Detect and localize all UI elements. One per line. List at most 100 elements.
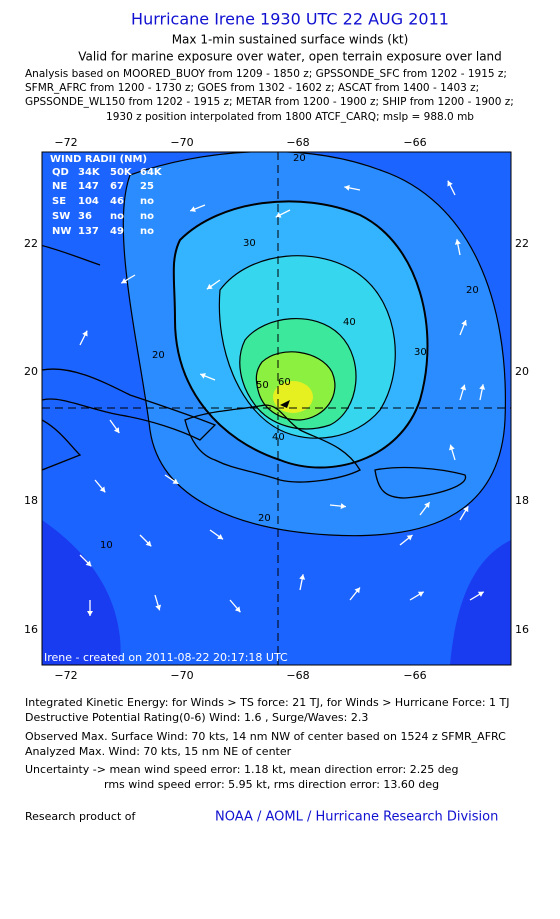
radii-cell: SE [52,196,66,207]
title: Hurricane Irene 1930 UTC 22 AUG 2011 [131,10,449,29]
radii-header: QD [52,167,69,178]
radii-cell: 104 [78,196,99,207]
wind-arrow-head [113,427,120,434]
lat-tick-label: 22 [515,237,529,250]
radii-cell: 137 [78,226,99,237]
lat-tick-label: 22 [24,237,38,250]
wind-radii-table: WIND RADII (NM) QD 34K 50K 64K NE 147 67 25 SE 10… [50,154,163,237]
radii-cell: NE [52,181,67,192]
radii-cell: NW [52,226,71,237]
axis-labels: −72 −70 −68 −66 −72 −70 −68 −66 22 20 18… [24,136,529,682]
radii-cell: no [140,211,154,222]
credit: Irene - created on 2011-08-22 20:17:18 U… [44,651,288,664]
wind-vectors [79,180,486,616]
wind-arrow-head [85,560,92,567]
wind-arrow-head [479,384,486,390]
radii-cell: 25 [140,181,154,192]
radii-cell: 46 [110,196,124,207]
wind-arrow-head [454,239,461,245]
lat-tick-label: 20 [24,365,38,378]
wind-arrow-head [155,604,162,611]
wind-arrow-head [344,184,350,191]
footer-line: Analyzed Max. Wind: 70 kts, 15 nm NE of … [25,745,292,758]
contour-lines [122,152,507,537]
radii-header: 50K [110,167,133,178]
contour-label: 60 [278,377,291,388]
lat-tick-label: 16 [515,623,529,636]
wind-arrow-head [448,444,455,451]
footer-line: Uncertainty -> mean wind speed error: 1.… [25,763,458,776]
wind-arrow-head [217,533,224,540]
lat-tick-label: 18 [515,494,529,507]
lon-tick-label: −66 [403,669,426,682]
contour-label: 10 [100,540,113,551]
wind-arrow-head [172,478,179,484]
wind-arrow-head [145,540,152,547]
radii-header: 34K [78,167,101,178]
lat-tick-label: 16 [24,623,38,636]
radii-cell: 147 [78,181,99,192]
wind-arrow-head [460,384,467,391]
radii-title: WIND RADII (NM) [50,154,147,165]
contour-label: 30 [414,347,427,358]
footer: Integrated Kinetic Energy: for Winds > T… [25,696,510,825]
contour-label-group: 20 30 40 50 60 30 20 20 20 10 40 [100,153,479,551]
wind-arrow-head [477,591,484,597]
contour-label: 40 [343,317,356,328]
org-link[interactable]: NOAA / AOML / Hurricane Research Divisio… [215,810,498,825]
wind-arrow-head [461,320,467,326]
lon-tick-label: −68 [286,136,309,149]
radii-cell: SW [52,211,70,222]
footer-line: Integrated Kinetic Energy: for Winds > T… [25,696,510,709]
lon-tick-label: −68 [286,669,309,682]
wind-arrow-head [121,278,128,284]
footer-line: rms wind speed error: 5.95 kt, rms direc… [104,778,439,791]
wind-arrow-head [463,506,469,513]
analysis-line: SFMR_AFRC from 1200 - 1730 z; GOES from … [25,82,479,94]
research: Research product of [25,810,136,823]
wind-arrow-head [99,486,106,493]
lon-tick-label: −72 [54,669,77,682]
contour-label: 20 [258,513,271,524]
contour-label: 20 [466,285,479,296]
subtitle: Max 1-min sustained surface winds (kt) [172,33,409,47]
radii-cell: no [110,211,124,222]
lat-tick-label: 20 [515,365,529,378]
wind-arrow-head [417,591,424,597]
lon-tick-label: −72 [54,136,77,149]
wind-arrow-head [190,206,196,212]
wind-arrow-head [424,502,430,508]
map-frame [41,151,512,666]
wind-arrow-head [299,574,306,580]
lon-tick-label: −70 [170,669,193,682]
contour-label: 30 [243,238,256,249]
radii-header: 64K [140,167,163,178]
wind-field [42,152,511,665]
analysis-line: GPSSONDE_WL150 from 1202 - 1915 z; METAR… [25,96,514,108]
contour-label: 20 [152,350,165,361]
radii-cell: no [140,226,154,237]
radii-cell: 49 [110,226,124,237]
footer-line: Observed Max. Surface Wind: 70 kts, 14 n… [25,730,506,743]
wind-arrow-head [354,587,360,594]
radii-cell: 36 [78,211,92,222]
wind-arrow-head [275,212,282,218]
validity: Valid for marine exposure over water, op… [78,50,502,64]
storm-center [280,400,290,408]
analysis-line: 1930 z position interpolated from 1800 A… [106,111,474,123]
lon-tick-label: −66 [403,136,426,149]
radii-cell: no [140,196,154,207]
analysis-line: Analysis based on MOORED_BUOY from 1209 … [25,68,507,80]
wind-arrow-head [87,611,93,616]
radii-cell: 67 [110,181,124,192]
footer-line: Destructive Potential Rating(0-6) Wind: … [25,711,368,724]
contour-label: 50 [256,380,269,391]
wind-arrow-head [447,180,453,187]
wind-arrow-head [234,606,241,613]
wind-arrow-head [82,330,88,337]
wind-arrow-head [206,283,213,290]
wind-arrow-head [200,373,206,379]
contour-label: 20 [293,153,306,164]
coastlines [42,244,467,499]
